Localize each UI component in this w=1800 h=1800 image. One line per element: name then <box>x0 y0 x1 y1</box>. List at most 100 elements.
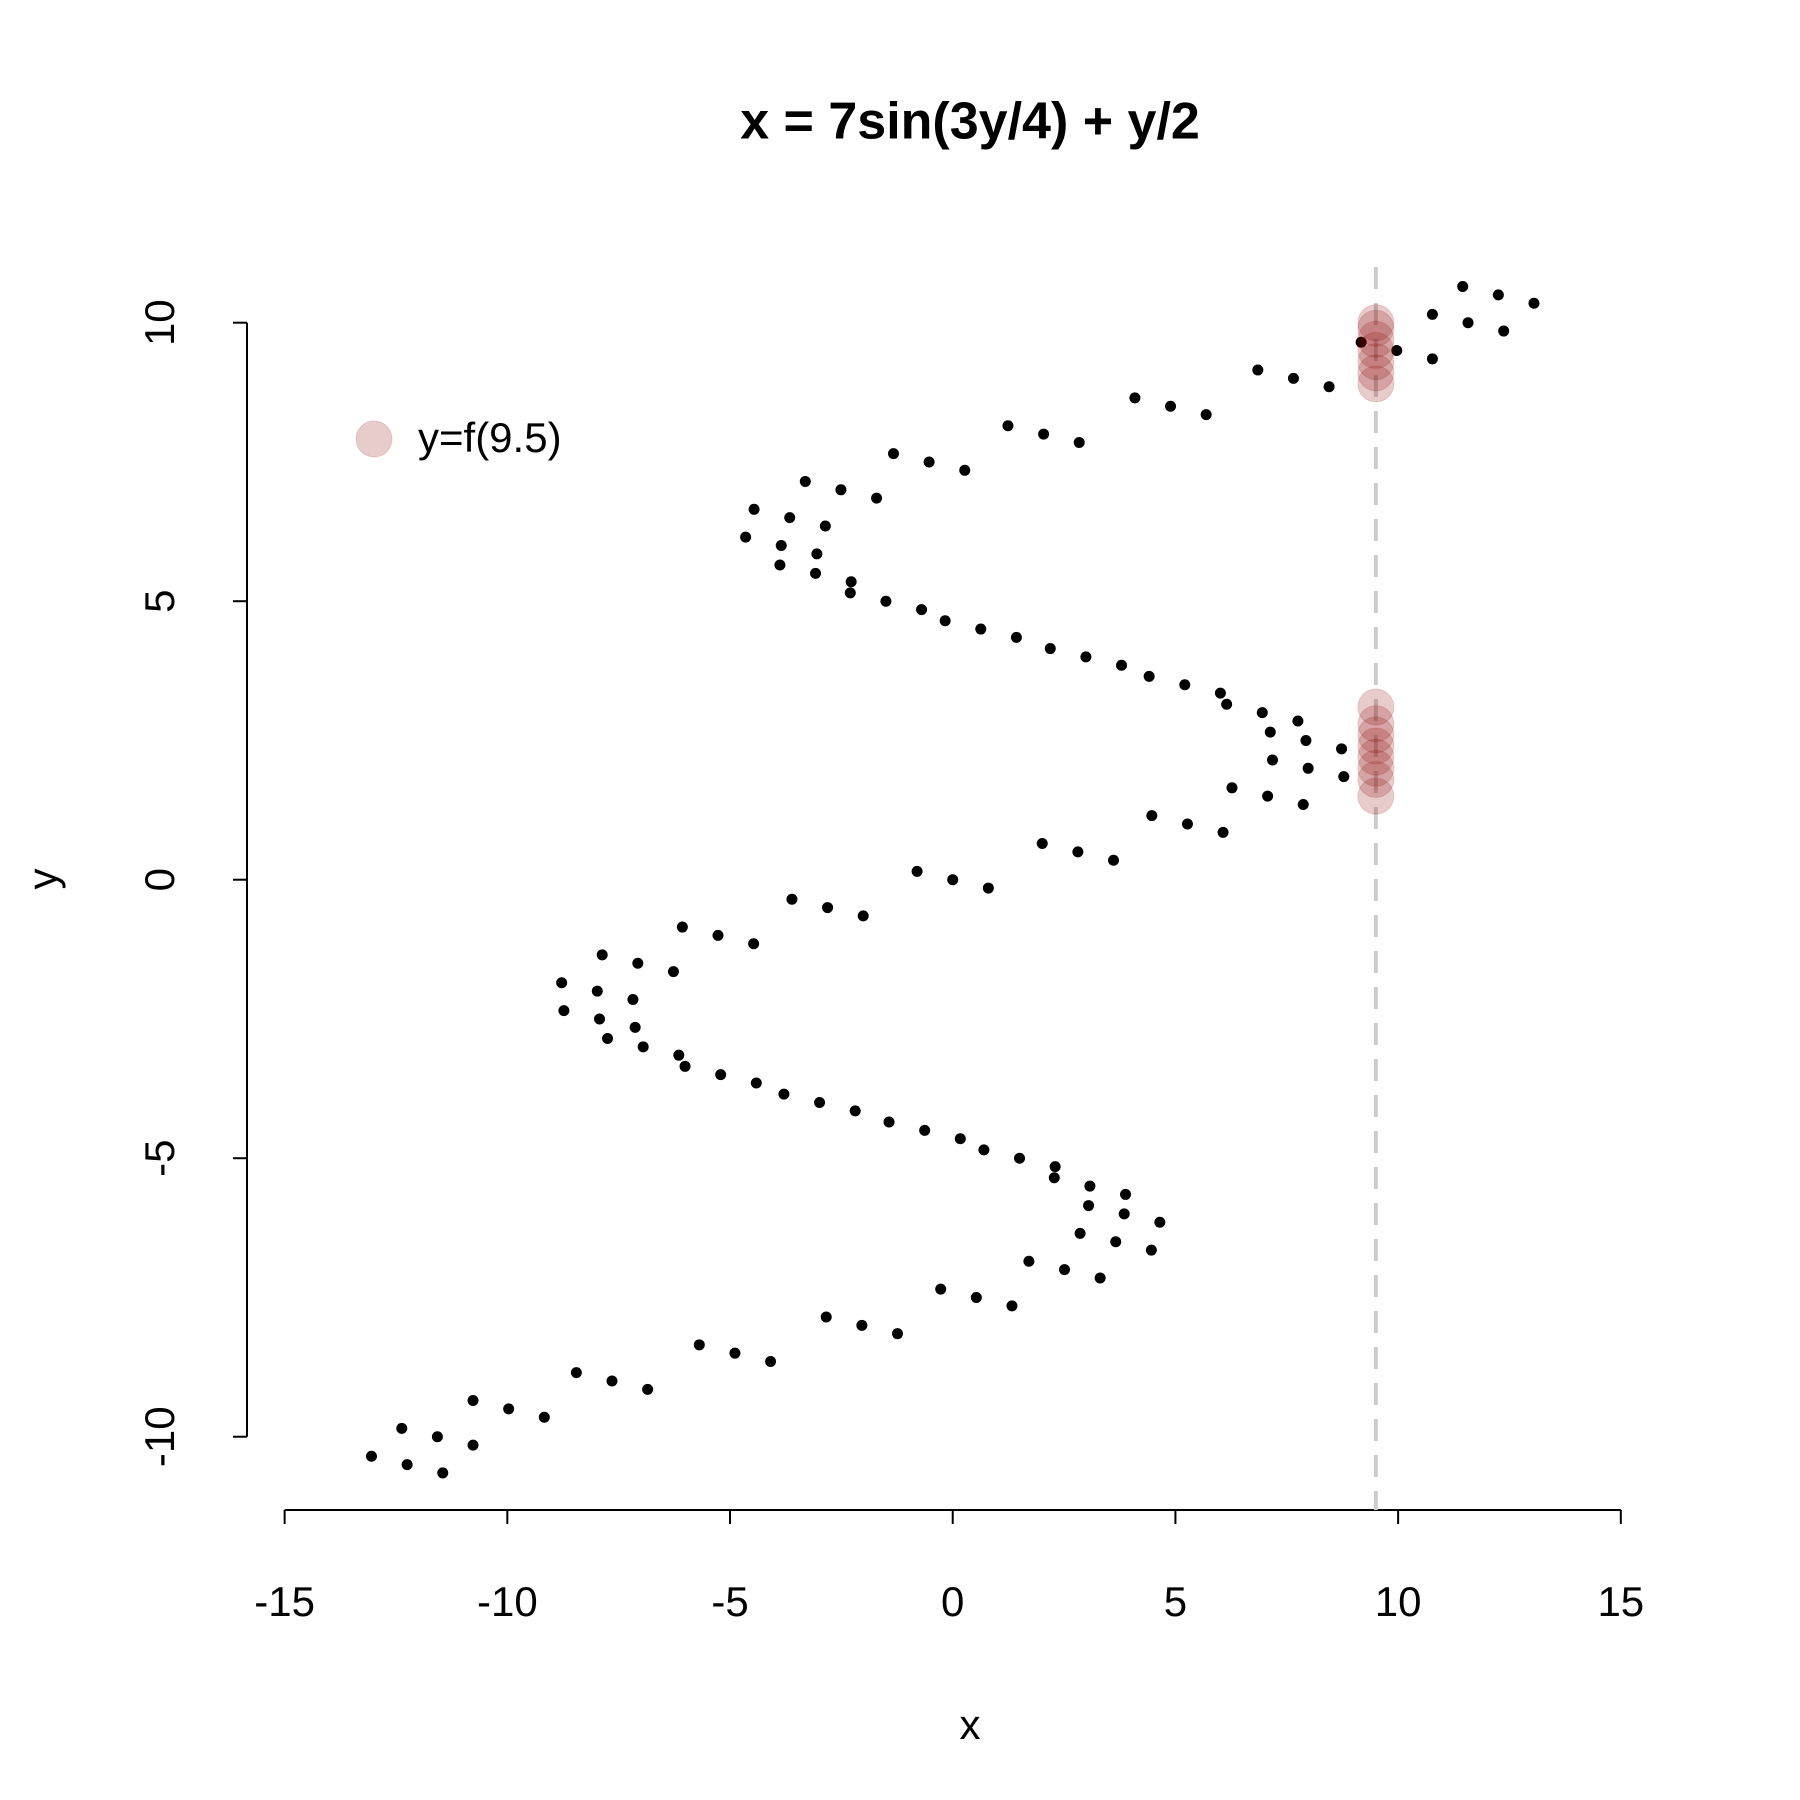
point <box>1181 818 1193 830</box>
point <box>814 1097 826 1109</box>
point <box>632 957 644 969</box>
point <box>856 1319 868 1331</box>
point <box>1200 409 1212 421</box>
point <box>1038 428 1050 440</box>
point <box>715 1069 727 1081</box>
point <box>911 865 923 877</box>
point <box>784 512 796 524</box>
point <box>1072 846 1084 858</box>
chart-title: x = 7sin(3y/4) + y/2 <box>740 93 1200 151</box>
x-tick-label: 15 <box>1597 1578 1644 1625</box>
y-tick-label: -10 <box>136 1406 183 1467</box>
point <box>679 1060 691 1072</box>
point <box>1080 651 1092 663</box>
point <box>401 1459 413 1471</box>
point <box>1323 381 1335 393</box>
point <box>1462 317 1474 329</box>
point <box>786 893 798 905</box>
highlight-point <box>1357 716 1395 754</box>
point <box>935 1283 947 1295</box>
highlight-point <box>1357 365 1395 403</box>
highlight-point <box>1357 354 1395 392</box>
point <box>1048 1172 1060 1184</box>
point <box>693 1339 705 1351</box>
point <box>1120 1188 1132 1200</box>
point <box>729 1347 741 1359</box>
point <box>845 576 857 588</box>
point <box>629 1021 641 1033</box>
point <box>849 1105 861 1117</box>
point <box>1300 734 1312 746</box>
highlight-point <box>1357 760 1395 798</box>
highlight-point <box>1357 320 1395 358</box>
point <box>1074 1227 1086 1239</box>
x-tick-label: -10 <box>477 1578 538 1625</box>
point <box>1094 1272 1106 1284</box>
point <box>978 1144 990 1156</box>
point <box>1391 345 1403 357</box>
point <box>1014 1152 1026 1164</box>
highlight-point <box>1357 777 1395 815</box>
point <box>811 548 823 560</box>
x-tick-label: 0 <box>941 1578 964 1625</box>
point <box>835 484 847 496</box>
point <box>740 531 752 543</box>
point <box>1145 1244 1157 1256</box>
x-tick-label: 5 <box>1164 1578 1187 1625</box>
y-tick-label: 0 <box>136 868 183 891</box>
point <box>748 938 760 950</box>
point <box>1179 679 1191 691</box>
point <box>887 448 899 460</box>
highlight-point <box>1357 688 1395 726</box>
point <box>467 1395 479 1407</box>
point <box>750 1077 762 1089</box>
point <box>880 595 892 607</box>
point <box>1297 799 1309 811</box>
point <box>676 921 688 933</box>
point <box>556 977 568 989</box>
point <box>891 1328 903 1340</box>
point <box>396 1422 408 1434</box>
point <box>538 1411 550 1423</box>
point <box>1165 400 1177 412</box>
point <box>939 615 951 627</box>
point <box>1264 726 1276 738</box>
point <box>437 1467 449 1479</box>
point <box>954 1133 966 1145</box>
point <box>1010 631 1022 643</box>
point <box>748 503 760 515</box>
point <box>1221 698 1233 710</box>
highlight-point <box>1357 309 1395 347</box>
point <box>503 1403 515 1415</box>
legend-label: y=f(9.5) <box>418 414 562 461</box>
point <box>712 929 724 941</box>
point <box>1116 659 1128 671</box>
point <box>1217 826 1229 838</box>
x-axis-label: x <box>960 1701 981 1748</box>
point <box>365 1450 377 1462</box>
highlight-point <box>1357 705 1395 743</box>
x-tick-label: -15 <box>254 1578 315 1625</box>
point <box>775 540 787 552</box>
highlight-point <box>1357 727 1395 765</box>
point <box>606 1375 618 1387</box>
point <box>1426 308 1438 320</box>
point <box>1336 743 1348 755</box>
point <box>982 882 994 894</box>
point <box>1059 1264 1071 1276</box>
legend-marker <box>355 420 393 458</box>
point <box>1528 297 1540 309</box>
point <box>1143 670 1155 682</box>
y-tick-label: 5 <box>136 590 183 613</box>
point <box>810 567 822 579</box>
point <box>1118 1208 1130 1220</box>
point <box>1073 436 1085 448</box>
point <box>591 985 603 997</box>
highlight-point <box>1357 343 1395 381</box>
point <box>1049 1161 1061 1173</box>
point <box>799 475 811 487</box>
point <box>1492 289 1504 301</box>
point <box>1110 1236 1122 1248</box>
point <box>1262 790 1274 802</box>
